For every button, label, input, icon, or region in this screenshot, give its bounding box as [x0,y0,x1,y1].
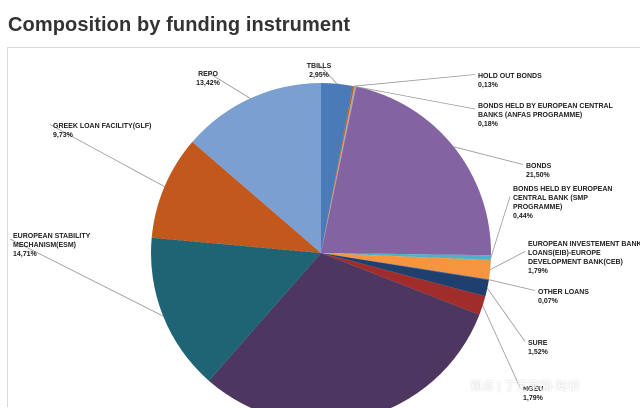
leader-line [453,146,524,165]
slice-label: SURE 1,52% [528,340,549,356]
leader-line [486,287,526,342]
slice-label: BONDS HELD BY EUROPEAN CENTRAL BANK (SMP P… [513,186,612,220]
pie-slice [321,253,491,260]
slice-label: REPO 13,42% [196,71,221,87]
pie-slice [321,86,492,256]
leader-lines [9,64,536,388]
leader-line [482,305,521,388]
pie-slice [151,141,321,253]
slice-label: HOLD OUT BONDS 0,13% [478,73,542,89]
slice-label: BONDS HELD BY EUROPEAN CENTRAL BANKS (ANF… [478,103,614,128]
slice-label: NGEU 1,79% [523,386,544,402]
pie-slice [208,253,480,408]
pie-slice [321,86,355,253]
slice-label: TBILLS 2,95% [307,63,332,79]
pie-slice [321,83,353,253]
leader-line [355,86,476,110]
slice-label: GREEK LOAN FACILITY(GLF) 9,73% [53,123,151,139]
pie-slice [321,86,357,253]
watermark-text: 观点 | 丁克家园-知识 [470,379,580,393]
leader-line [488,279,536,291]
pie-slice [192,83,321,253]
slice-label: EUROPEAN INVESTEMENT BANK LOANS(EIB)-EURO… [528,241,640,275]
leader-line [318,64,338,85]
slice-label: BONDS 21,50% [526,163,552,179]
leader-line [9,238,164,317]
leader-line [353,74,476,87]
slice-labels: TBILLS 2,95% HOLD OUT BONDS 0,13% BONDS HELD… [13,63,640,402]
chart-panel: TBILLS 2,95% HOLD OUT BONDS 0,13% BONDS HELD… [7,47,640,408]
pie-slice [321,253,489,281]
pie-slice [321,253,489,297]
leader-line [207,72,251,99]
leader-line [490,196,511,258]
slice-label: OTHER LOANS 0,07% [538,289,589,305]
slice-label: EUROPEAN STABILITY MECHANISM(ESM) 14,71% [13,233,91,258]
pie-slice [151,237,321,381]
page-title: Composition by funding instrument [8,14,351,36]
pie-slices [151,83,492,408]
leader-line [49,124,165,187]
pie-slice [321,253,486,315]
leader-line [490,251,526,271]
pie-chart: TBILLS 2,95% HOLD OUT BONDS 0,13% BONDS HELD… [9,63,640,408]
pie-slice [321,253,491,280]
